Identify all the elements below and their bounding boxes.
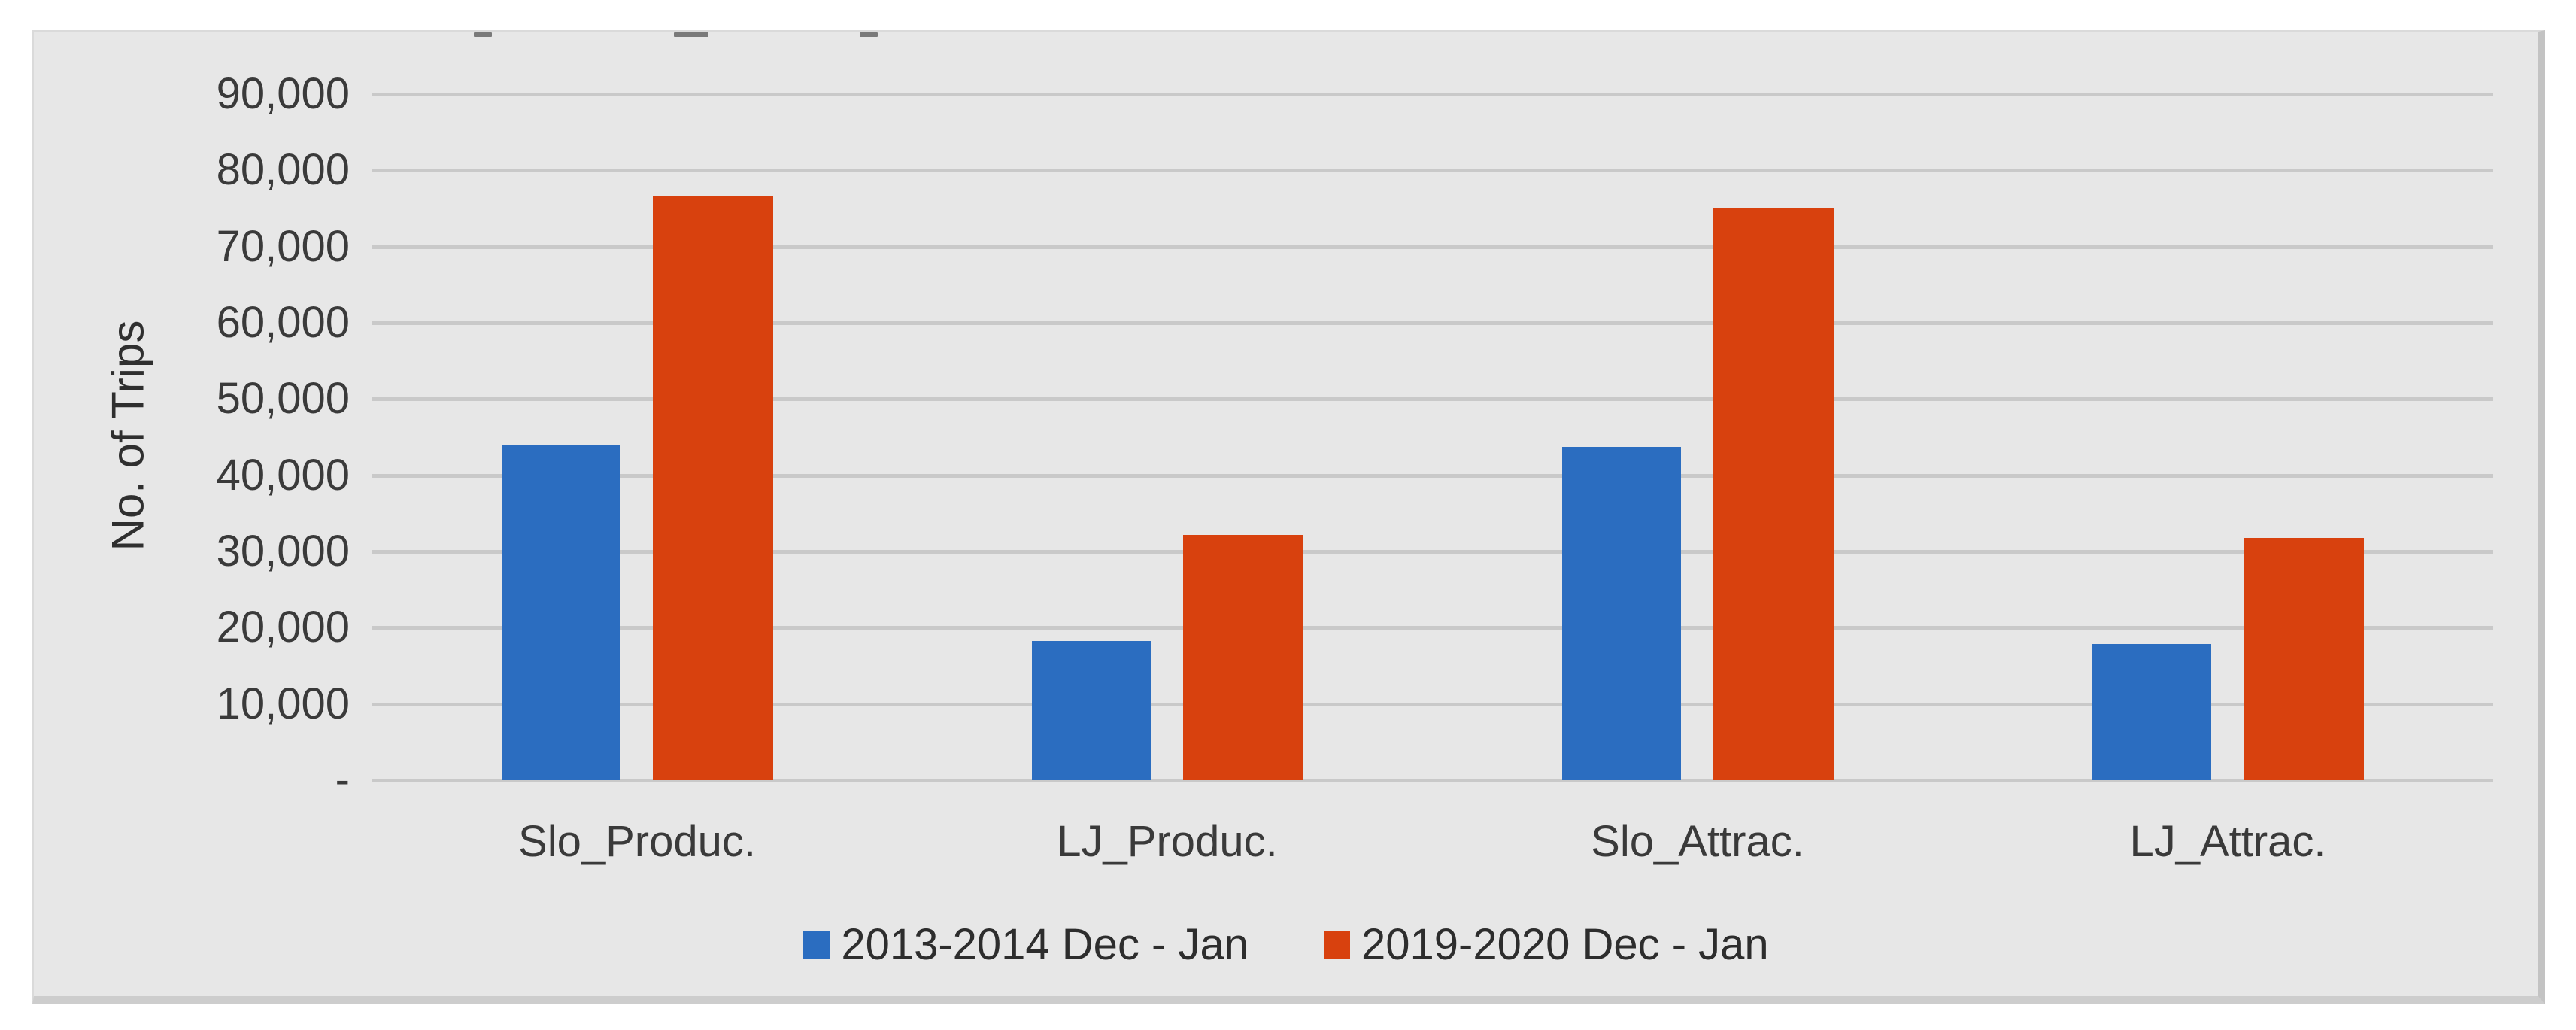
bar-slo_attrac-series1 xyxy=(1562,447,1681,780)
y-tick-label: 40,000 xyxy=(216,451,350,500)
gridline xyxy=(372,93,2493,96)
x-axis-label: LJ_Produc. xyxy=(1057,817,1278,866)
bar-slo_produc-series1 xyxy=(502,445,620,780)
y-tick-label: 70,000 xyxy=(216,222,350,271)
y-tick-label: 20,000 xyxy=(216,603,350,652)
legend-swatch-icon xyxy=(1324,931,1350,959)
gridline xyxy=(372,779,2493,782)
cropped-title-remnant xyxy=(860,32,878,37)
gridline xyxy=(372,626,2493,630)
y-tick-label: 90,000 xyxy=(216,69,350,118)
gridline xyxy=(372,169,2493,172)
bar-lj_attrac-series2 xyxy=(2244,538,2364,780)
y-axis-title: No. of Trips xyxy=(102,320,153,551)
y-tick-label: 80,000 xyxy=(216,145,350,194)
bar-slo_produc-series2 xyxy=(653,196,773,780)
bar-slo_attrac-series2 xyxy=(1713,208,1834,780)
legend-item: 2013-2014 Dec - Jan xyxy=(803,919,1249,970)
cropped-title-remnant xyxy=(474,32,492,37)
cropped-title-remnant xyxy=(674,32,708,37)
x-axis-label: LJ_Attrac. xyxy=(2129,817,2326,866)
y-tick-label: 50,000 xyxy=(216,374,350,423)
chart-panel: No. of Trips 90,000 80,000 70,000 60,000 50,… xyxy=(32,30,2545,1004)
legend-swatch-icon xyxy=(803,931,830,959)
y-tick-label: 10,000 xyxy=(216,679,350,728)
plot-area xyxy=(372,93,2493,782)
gridline xyxy=(372,703,2493,706)
legend-item: 2019-2020 Dec - Jan xyxy=(1324,919,1769,970)
x-axis-label: Slo_Produc. xyxy=(518,817,756,866)
legend-label: 2019-2020 Dec - Jan xyxy=(1361,920,1769,969)
gridline xyxy=(372,245,2493,249)
bar-lj_attrac-series1 xyxy=(2092,644,2211,780)
y-tick-label: - xyxy=(335,755,350,804)
gridline xyxy=(372,321,2493,325)
y-tick-label: 30,000 xyxy=(216,527,350,576)
bar-lj_produc-series1 xyxy=(1032,641,1151,780)
y-tick-label: 60,000 xyxy=(216,298,350,347)
legend: 2013-2014 Dec - Jan 2019-2020 Dec - Jan xyxy=(34,919,2538,970)
gridline xyxy=(372,474,2493,478)
legend-label: 2013-2014 Dec - Jan xyxy=(841,920,1249,969)
gridline xyxy=(372,550,2493,554)
gridline xyxy=(372,397,2493,401)
bar-lj_produc-series2 xyxy=(1183,535,1303,780)
x-axis-label: Slo_Attrac. xyxy=(1591,817,1804,866)
